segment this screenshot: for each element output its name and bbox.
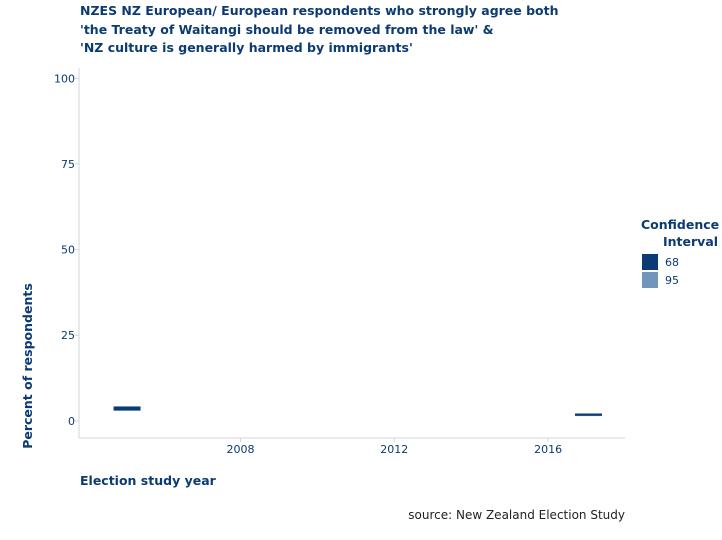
chart-title: NZES NZ European/ European respondents w…	[80, 3, 559, 55]
interval-68-mark	[113, 406, 141, 411]
y-tick-label: 50	[61, 244, 75, 257]
legend-swatch-95	[642, 272, 658, 288]
source-note: source: New Zealand Election Study	[408, 508, 625, 522]
y-tick-label: 25	[61, 329, 75, 342]
x-axis-title: Election study year	[80, 473, 217, 488]
chart-title-line-1: NZES NZ European/ European respondents w…	[80, 3, 559, 18]
legend-label-95: 95	[665, 274, 679, 287]
x-tick-label: 2016	[534, 443, 562, 456]
y-tick-label: 0	[68, 415, 75, 428]
legend-label-68: 68	[665, 256, 679, 269]
chart-title-line-2: 'the Treaty of Waitangi should be remove…	[80, 22, 494, 37]
y-tick-label: 100	[54, 72, 75, 85]
legend-title-line-1: Confidence	[641, 217, 719, 232]
x-ticks: 2008 2012 2016	[226, 438, 562, 456]
y-ticks: 0 25 50 75 100	[54, 72, 79, 428]
legend-title-line-2: Interval	[663, 234, 718, 249]
x-tick-label: 2012	[380, 443, 408, 456]
y-axis-title: Percent of respondents	[20, 283, 35, 449]
interval-68-mark	[575, 413, 602, 416]
chart-title-line-3: 'NZ culture is generally harmed by immig…	[80, 40, 413, 55]
plot-area: 0 25 50 75 100 2008 2012 2016	[54, 68, 625, 456]
legend-swatch-68	[642, 254, 658, 270]
y-tick-label: 75	[61, 158, 75, 171]
data-marks	[113, 406, 602, 417]
x-tick-label: 2008	[226, 443, 254, 456]
